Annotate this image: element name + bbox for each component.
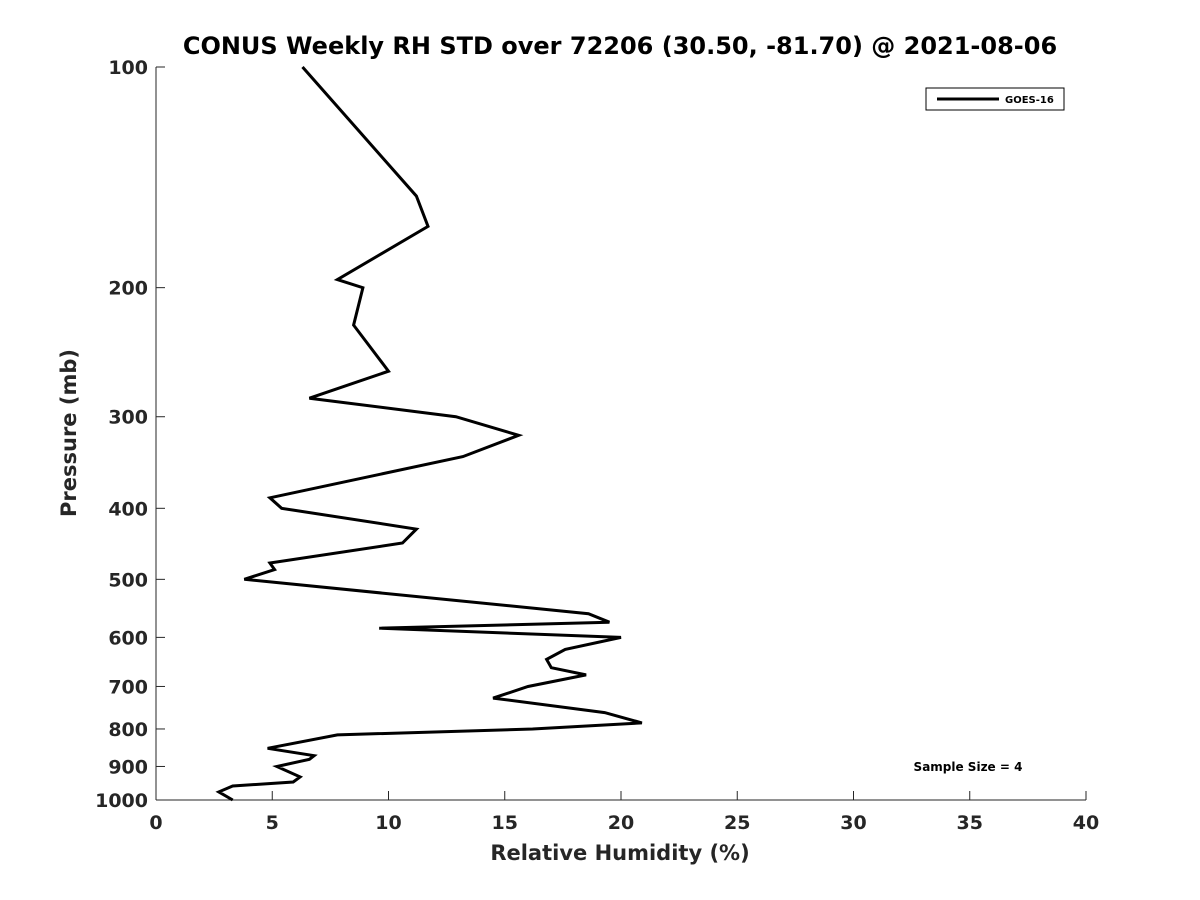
x-tick-label: 5 — [266, 812, 279, 834]
y-tick-label: 400 — [108, 498, 148, 520]
x-axis-label: Relative Humidity (%) — [490, 841, 749, 865]
y-tick-label: 1000 — [95, 790, 148, 812]
series-group — [215, 66, 643, 802]
x-tick-label: 0 — [149, 812, 162, 834]
legend: GOES-16 — [925, 87, 1065, 111]
y-axis-ticks: 100 200 300 400 500 600 700 800 900 1000 — [95, 57, 165, 812]
y-axis-label: Pressure (mb) — [57, 349, 81, 517]
y-tick-label: 600 — [108, 627, 148, 649]
y-tick-label: 800 — [108, 719, 148, 741]
x-axis-ticks: 0 5 10 15 20 25 30 35 40 — [149, 791, 1099, 834]
y-tick-label: 100 — [108, 57, 148, 79]
x-tick-label: 20 — [608, 812, 634, 834]
y-tick-label: 500 — [108, 569, 148, 591]
sample-size-annotation: Sample Size = 4 — [914, 760, 1023, 774]
legend-label: GOES-16 — [1005, 95, 1054, 106]
y-tick-label: 300 — [108, 407, 148, 429]
x-tick-label: 40 — [1073, 812, 1099, 834]
x-tick-label: 10 — [375, 812, 401, 834]
x-tick-label: 25 — [724, 812, 750, 834]
y-tick-label: 900 — [108, 756, 148, 778]
chart-title: CONUS Weekly RH STD over 72206 (30.50, -… — [183, 32, 1057, 60]
x-tick-label: 35 — [957, 812, 983, 834]
x-tick-label: 30 — [840, 812, 866, 834]
x-tick-label: 15 — [492, 812, 518, 834]
y-tick-label: 200 — [108, 278, 148, 300]
y-tick-label: 700 — [108, 676, 148, 698]
